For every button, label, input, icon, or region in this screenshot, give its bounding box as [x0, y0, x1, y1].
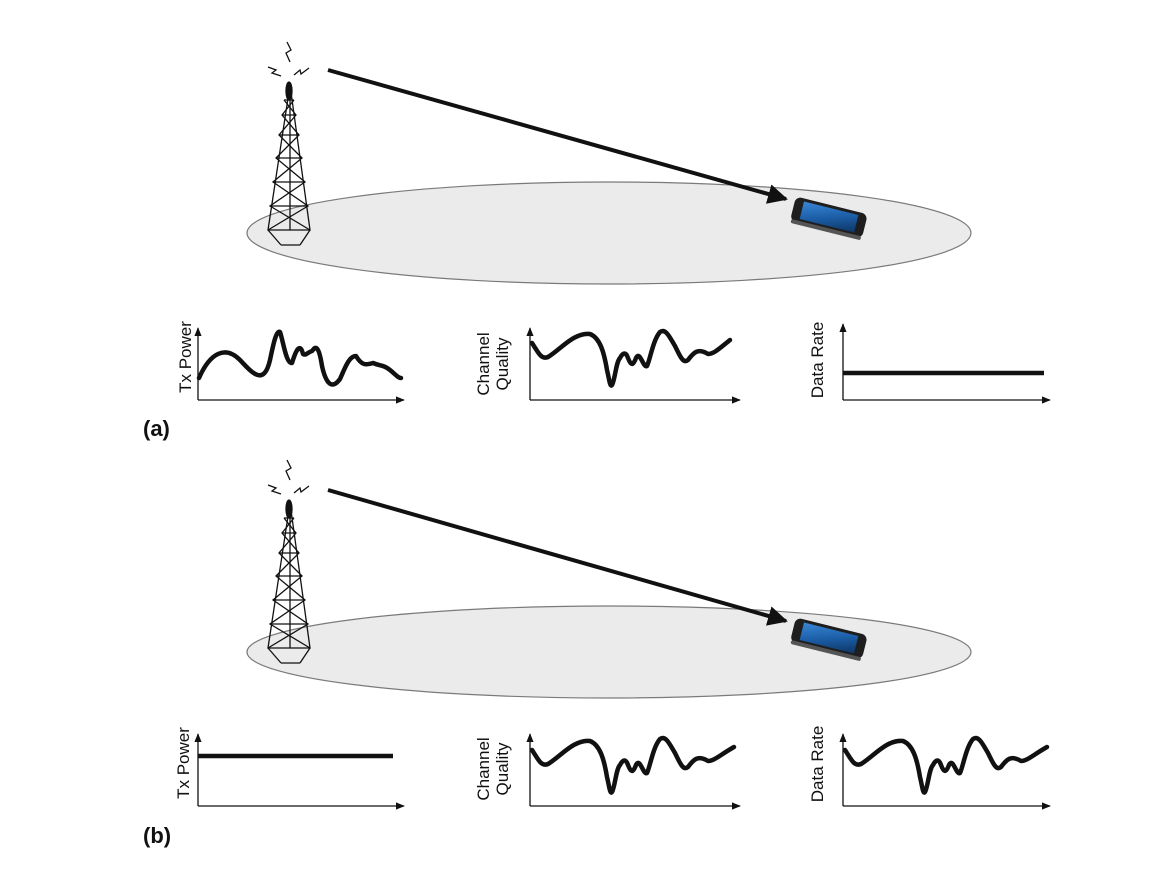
plots-a: Tx Power ChannelQuality Data Rate [176, 321, 1051, 404]
plot-a-channel-quality: ChannelQuality [474, 327, 741, 404]
axis-label: ChannelQuality [474, 332, 512, 395]
plots-b: Tx Power ChannelQuality Data Rate [174, 726, 1051, 810]
panel-a: Tx Power ChannelQuality Data Rate (a) [143, 41, 1051, 441]
panel-b: Tx Power ChannelQuality Data Rate (b) [143, 459, 1051, 848]
axis-label: Tx Power [176, 321, 195, 393]
link-arrow [327, 488, 788, 626]
coverage-area [246, 605, 972, 699]
axis-label-line: Channel [474, 737, 493, 800]
link-arrow [327, 68, 788, 204]
cell-tower-icon [267, 499, 311, 664]
plot-b-data-rate: Data Rate [808, 726, 1051, 810]
scene-b [246, 459, 972, 699]
axis-label-line: Tx Power [176, 321, 195, 393]
signal-spark-icon [267, 459, 310, 495]
axis-label-line: Tx Power [174, 727, 193, 799]
axis-label-line: Data Rate [808, 726, 827, 803]
curve-wavy [196, 329, 404, 387]
axis-label-line: Channel [474, 332, 493, 395]
plot-b-tx-power: Tx Power [174, 727, 405, 810]
axis-label: ChannelQuality [474, 737, 512, 800]
scene-a [246, 41, 972, 285]
smartphone-icon [790, 197, 867, 240]
panel-label: (b) [143, 823, 171, 848]
axis-label: Data Rate [808, 322, 827, 399]
plot-a-data-rate: Data Rate [808, 322, 1051, 404]
curve-channel [529, 735, 737, 795]
axis-label: Data Rate [808, 726, 827, 803]
smartphone-icon [790, 618, 867, 661]
curve-channel [842, 735, 1050, 795]
signal-spark-icon [267, 41, 310, 77]
cell-tower-icon [267, 81, 311, 246]
coverage-area [246, 181, 972, 285]
axis-label-line: Quality [493, 742, 512, 795]
axis-label-line: Quality [493, 337, 512, 390]
plot-a-tx-power: Tx Power [176, 321, 405, 404]
axis-label: Tx Power [174, 727, 193, 799]
curve-channel [529, 328, 733, 388]
axis-label-line: Data Rate [808, 322, 827, 399]
plot-b-channel-quality: ChannelQuality [474, 733, 741, 810]
panel-label: (a) [143, 416, 170, 441]
